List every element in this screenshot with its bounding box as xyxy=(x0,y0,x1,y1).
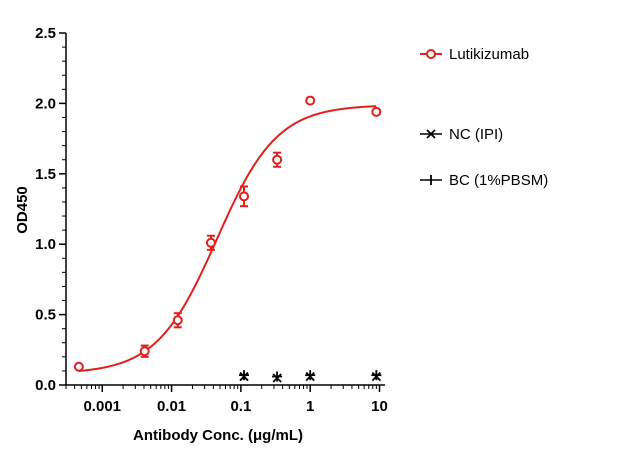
x-axis-title: Antibody Conc. (μg/mL) xyxy=(133,427,303,444)
fit-curve xyxy=(78,105,377,373)
legend-marker-nc xyxy=(426,129,436,139)
y-tick-label: 2.0 xyxy=(35,95,56,112)
bc-point xyxy=(371,370,382,381)
x-tick-label: 0.01 xyxy=(157,398,186,415)
legend-marker-lutikizumab xyxy=(426,49,436,59)
bc-point xyxy=(305,370,316,381)
x-tick-label: 1 xyxy=(306,398,314,415)
legend-label-bc: BC (1%PBSM) xyxy=(449,172,548,189)
legend: Lutikizumab NC (IPI) BC (1%PBSM) xyxy=(420,46,548,189)
y-tick-label: 2.5 xyxy=(35,25,56,42)
lutikizumab-point xyxy=(371,106,382,117)
bc-point xyxy=(272,371,283,382)
lutikizumab-point xyxy=(139,346,150,357)
x-tick-label: 0.001 xyxy=(83,398,121,415)
bc-point xyxy=(239,370,250,381)
lutikizumab-point xyxy=(239,191,250,202)
x-tick-label: 10 xyxy=(371,398,388,415)
lutikizumab-point xyxy=(172,315,183,326)
legend-label-nc: NC (IPI) xyxy=(449,126,503,143)
data-points xyxy=(73,95,382,383)
lutikizumab-point xyxy=(73,361,84,372)
lutikizumab-point xyxy=(272,154,283,165)
legend-label-lutikizumab: Lutikizumab xyxy=(449,46,529,63)
x-tick-label: 0.1 xyxy=(230,398,251,415)
fit-curve-group xyxy=(78,105,377,373)
y-tick-label: 1.0 xyxy=(35,236,56,253)
y-axis-title: OD450 xyxy=(14,186,31,234)
axis-ticks: 0.0 0.5 1.0 1.5 2.0 2.5 0.001 0.01 0.1 1 10 xyxy=(35,25,388,415)
lutikizumab-point xyxy=(305,95,316,106)
y-tick-label: 1.5 xyxy=(35,166,56,183)
lutikizumab-point xyxy=(205,237,216,248)
y-tick-label: 0.5 xyxy=(35,307,56,324)
axes xyxy=(65,33,385,386)
y-tick-label: 0.0 xyxy=(35,377,56,394)
